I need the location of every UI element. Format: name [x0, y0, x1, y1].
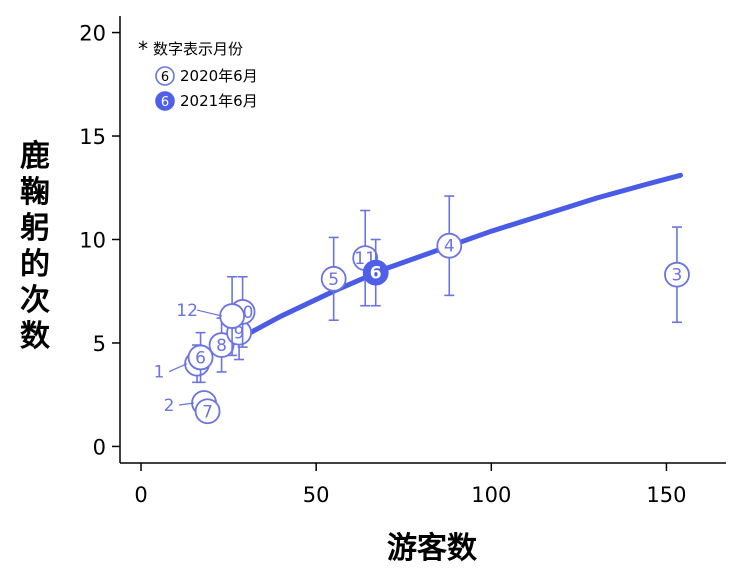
- x-tick-label: 150: [646, 483, 686, 507]
- y-axis-title-char: 鞠: [20, 175, 50, 210]
- data-point-marker: [436, 232, 463, 259]
- data-point-label: 8: [216, 336, 227, 356]
- data-point-marker: [320, 265, 347, 292]
- y-tick-label: 20: [79, 22, 106, 46]
- x-tick-label: 0: [134, 483, 147, 507]
- data-point-marker: [219, 303, 245, 329]
- data-point-label: 4: [444, 237, 455, 257]
- data-point-label: 6: [370, 264, 382, 284]
- y-tick-label: 10: [79, 229, 106, 253]
- legend-label-2021: 2021年6月: [180, 92, 258, 110]
- data-point-marker: [187, 344, 214, 371]
- data-point-label: 7: [202, 402, 213, 422]
- legend-title-marker: *: [138, 37, 148, 61]
- y-axis-title-char: 鹿: [20, 139, 50, 174]
- legend-marker-label-2021: 6: [161, 95, 169, 110]
- y-tick-label: 15: [79, 125, 106, 149]
- x-tick-label: 100: [471, 483, 511, 507]
- data-point-label: 1: [154, 363, 165, 383]
- data-point-label: 5: [328, 270, 339, 290]
- data-point-marker: [208, 332, 235, 358]
- data-point-label: 6: [195, 348, 206, 368]
- data-point-label: 3: [672, 266, 683, 286]
- legend-title: 数字表示月份: [153, 40, 243, 58]
- data-points: 1234567891011126: [154, 195, 690, 425]
- legend-marker-label-2020: 6: [161, 70, 169, 85]
- data-point-label: 9: [234, 324, 245, 344]
- point-leader-line: [168, 363, 188, 373]
- fit-line: [240, 172, 683, 340]
- legend: * 数字表示月份 6 2020年6月 6 2021年6月: [138, 37, 258, 111]
- point-leader-line: [196, 309, 223, 317]
- legend-marker-2020: [155, 66, 175, 86]
- data-point-label: 2: [164, 396, 175, 416]
- point-leader-line: [178, 402, 195, 406]
- legend-label-2020: 2020年6月: [180, 67, 258, 85]
- y-tick-label: 0: [93, 435, 106, 459]
- data-point-marker: [194, 398, 221, 425]
- y-axis-title-char: 躬: [20, 211, 50, 246]
- x-tick-label: 50: [303, 483, 330, 507]
- y-axis-title-char: 的: [20, 247, 50, 282]
- y-axis-title-char: 次: [20, 283, 50, 318]
- y-tick-label: 5: [93, 332, 106, 356]
- data-point-marker: [664, 261, 690, 288]
- legend-marker-2021: [155, 91, 175, 111]
- y-axis-title-char: 数: [20, 319, 51, 354]
- x-axis-title: 游客数: [387, 531, 478, 566]
- data-point-marker: [362, 259, 389, 286]
- data-point-label: 12: [176, 301, 198, 321]
